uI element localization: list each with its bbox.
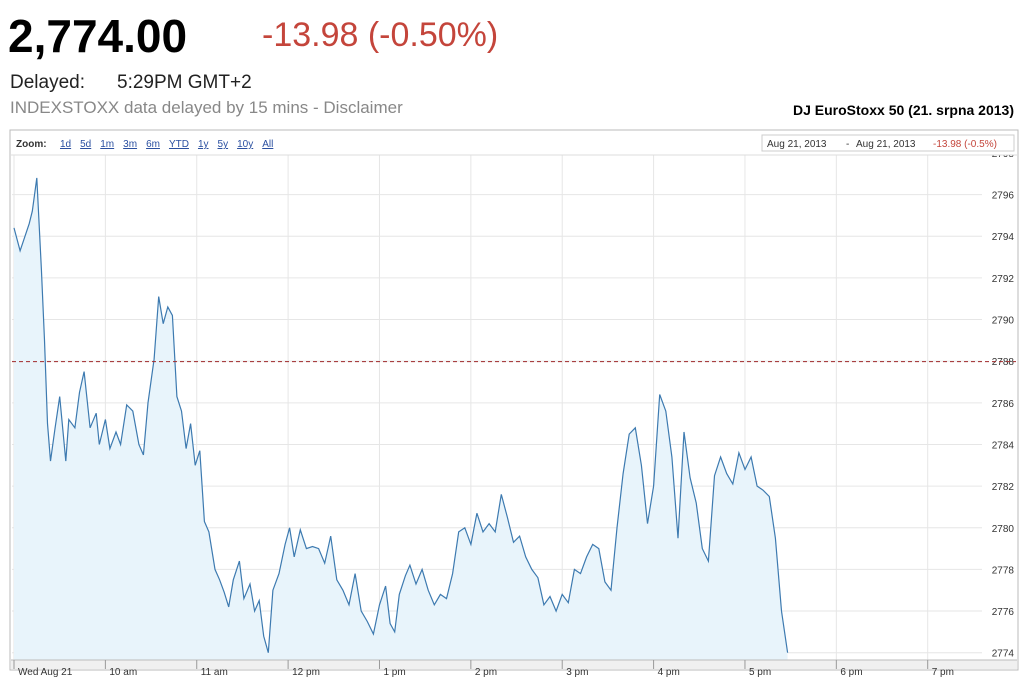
x-tick-label: 4 pm [658, 667, 680, 678]
y-tick-label: 2782 [992, 482, 1015, 493]
area [14, 177, 788, 660]
x-tick-label: 10 am [109, 667, 137, 678]
zoom-link[interactable]: 1d [60, 139, 71, 150]
zoom-link[interactable]: All [262, 139, 273, 150]
zoom-label: Zoom: [16, 139, 47, 150]
plot-area: 2774 2776 2778 2780 2782 2784 2786 2788 2790 2792… [11, 149, 1017, 678]
x-tick-label: 3 pm [566, 667, 588, 678]
zoom-link[interactable]: 5y [218, 139, 229, 150]
y-tick-label: 2796 [992, 191, 1015, 202]
zoom-controls: Zoom: 1d 5d 1m 3m 6m YTD 1y 5y 10y All [16, 139, 273, 150]
y-tick-label: 2792 [992, 274, 1015, 285]
delayed-label: Delayed: [10, 72, 85, 93]
range-start: Aug 21, 2013 [767, 139, 827, 150]
zoom-link[interactable]: 3m [123, 139, 137, 150]
range-change: -13.98 (-0.5%) [933, 139, 997, 150]
range-end: Aug 21, 2013 [856, 139, 916, 150]
chart-title: DJ EuroStoxx 50 (21. srpna 2013) [793, 102, 1014, 118]
delayed-time: 5:29PM GMT+2 [117, 72, 252, 93]
range-box [761, 134, 1015, 152]
y-tick-label: 2774 [992, 649, 1015, 660]
x-tick-label: 11 am [201, 667, 228, 678]
y-tick-label: 2794 [992, 232, 1015, 243]
y-tick-label: 2780 [992, 524, 1015, 535]
y-tick-label: 2776 [992, 607, 1015, 618]
x-tick-label: 5 pm [749, 667, 771, 678]
y-tick-label: 2786 [992, 399, 1015, 410]
zoom-link[interactable]: 1y [198, 139, 209, 150]
x-tick-label: 7 pm [932, 667, 954, 678]
zoom-link[interactable]: 6m [146, 139, 160, 150]
x-tick-label: 2 pm [475, 667, 497, 678]
price-line [13, 177, 789, 653]
zoom-link[interactable]: 1m [100, 139, 114, 150]
zoom-link[interactable]: 5d [80, 139, 91, 150]
x-tick-label: 1 pm [383, 667, 405, 678]
range-sep: - [846, 139, 849, 150]
price-change: -13.98 (-0.50%) [262, 16, 498, 54]
x-tick-label: 12 pm [292, 667, 320, 678]
x-tick-label: 6 pm [840, 667, 862, 678]
y-tick-label: 2790 [992, 316, 1015, 327]
price: 2,774.00 [8, 10, 187, 62]
zoom-link[interactable]: 10y [237, 139, 253, 150]
x-axis-strip [11, 660, 1017, 669]
zoom-link[interactable]: YTD [169, 139, 189, 150]
y-tick-label: 2778 [992, 565, 1015, 576]
y-tick-label: 2784 [992, 440, 1015, 451]
delay-notice[interactable]: INDEXSTOXX data delayed by 15 mins - Dis… [10, 98, 403, 117]
y-tick-label: 2788 [992, 357, 1015, 368]
x-tick-label: Wed Aug 21 [18, 667, 73, 678]
